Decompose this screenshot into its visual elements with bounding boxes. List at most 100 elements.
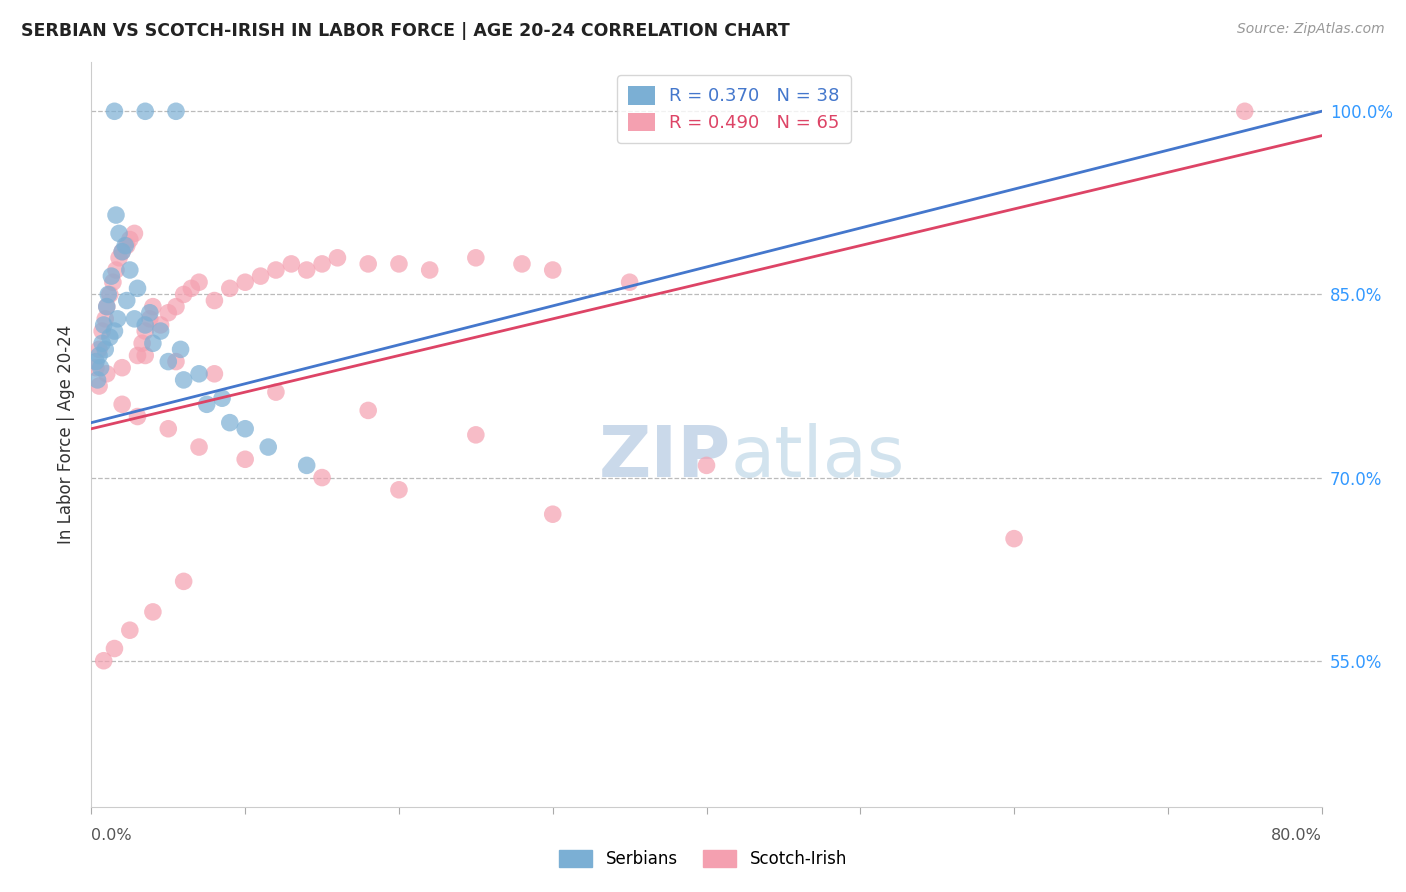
Point [96, 300, 118, 314]
Point [94, 343, 117, 357]
Point [134, 324, 156, 338]
Point [157, 306, 180, 320]
Point [103, 641, 125, 656]
Point [280, 257, 302, 271]
Point [142, 300, 165, 314]
Point [98, 287, 121, 301]
Point [127, 409, 149, 424]
Point [464, 428, 486, 442]
Point [157, 422, 180, 436]
Point [111, 244, 134, 259]
Point [311, 470, 333, 484]
Point [695, 458, 717, 473]
Point [142, 336, 165, 351]
Point [541, 263, 564, 277]
Point [90, 360, 112, 375]
Point [541, 507, 564, 521]
Point [264, 263, 287, 277]
Point [84, 354, 107, 368]
Point [233, 275, 256, 289]
Legend: R = 0.370   N = 38, R = 0.490   N = 65: R = 0.370 N = 38, R = 0.490 N = 65 [617, 75, 851, 143]
Point [188, 367, 211, 381]
Legend: Serbians, Scotch-Irish: Serbians, Scotch-Irish [553, 843, 853, 875]
Point [1002, 532, 1025, 546]
Point [87, 343, 110, 357]
Point [326, 251, 349, 265]
Point [96, 300, 118, 314]
Point [202, 367, 225, 381]
Point [218, 416, 240, 430]
Point [86, 373, 108, 387]
Point [111, 397, 134, 411]
Point [93, 318, 115, 332]
Point [134, 349, 156, 363]
Point [107, 311, 129, 326]
Point [134, 104, 156, 119]
Point [118, 263, 141, 277]
Point [105, 208, 127, 222]
Point [87, 379, 110, 393]
Point [619, 275, 641, 289]
Point [357, 403, 380, 417]
Point [169, 343, 191, 357]
Point [180, 281, 202, 295]
Point [195, 397, 218, 411]
Point [139, 311, 162, 326]
Point [96, 367, 118, 381]
Point [98, 330, 121, 344]
Point [139, 306, 162, 320]
Point [157, 354, 180, 368]
Point [124, 311, 146, 326]
Point [165, 300, 187, 314]
Point [233, 422, 256, 436]
Point [357, 257, 380, 271]
Point [295, 458, 318, 473]
Point [142, 605, 165, 619]
Y-axis label: In Labor Force | Age 20-24: In Labor Force | Age 20-24 [58, 326, 76, 544]
Point [94, 311, 117, 326]
Point [218, 281, 240, 295]
Point [91, 336, 114, 351]
Point [173, 574, 195, 589]
Text: atlas: atlas [731, 423, 905, 491]
Point [127, 281, 149, 295]
Point [173, 287, 195, 301]
Point [233, 452, 256, 467]
Point [101, 275, 124, 289]
Point [108, 227, 131, 241]
Point [419, 263, 441, 277]
Point [115, 293, 138, 308]
Point [114, 238, 136, 252]
Point [124, 227, 146, 241]
Point [111, 360, 134, 375]
Text: 80.0%: 80.0% [1271, 828, 1322, 843]
Point [211, 391, 233, 405]
Point [464, 251, 486, 265]
Point [111, 244, 134, 259]
Point [165, 104, 187, 119]
Point [295, 263, 318, 277]
Point [108, 251, 131, 265]
Text: Source: ZipAtlas.com: Source: ZipAtlas.com [1237, 22, 1385, 37]
Point [311, 257, 333, 271]
Point [87, 349, 110, 363]
Point [249, 269, 271, 284]
Point [103, 104, 125, 119]
Point [188, 440, 211, 454]
Point [115, 238, 138, 252]
Point [127, 349, 149, 363]
Point [165, 354, 187, 368]
Point [118, 232, 141, 246]
Text: SERBIAN VS SCOTCH-IRISH IN LABOR FORCE | AGE 20-24 CORRELATION CHART: SERBIAN VS SCOTCH-IRISH IN LABOR FORCE |… [21, 22, 790, 40]
Point [118, 624, 141, 638]
Point [188, 275, 211, 289]
Point [510, 257, 533, 271]
Point [134, 318, 156, 332]
Point [91, 324, 114, 338]
Text: 0.0%: 0.0% [91, 828, 132, 843]
Point [131, 336, 153, 351]
Point [149, 318, 172, 332]
Point [100, 269, 122, 284]
Point [264, 385, 287, 400]
Point [97, 287, 120, 301]
